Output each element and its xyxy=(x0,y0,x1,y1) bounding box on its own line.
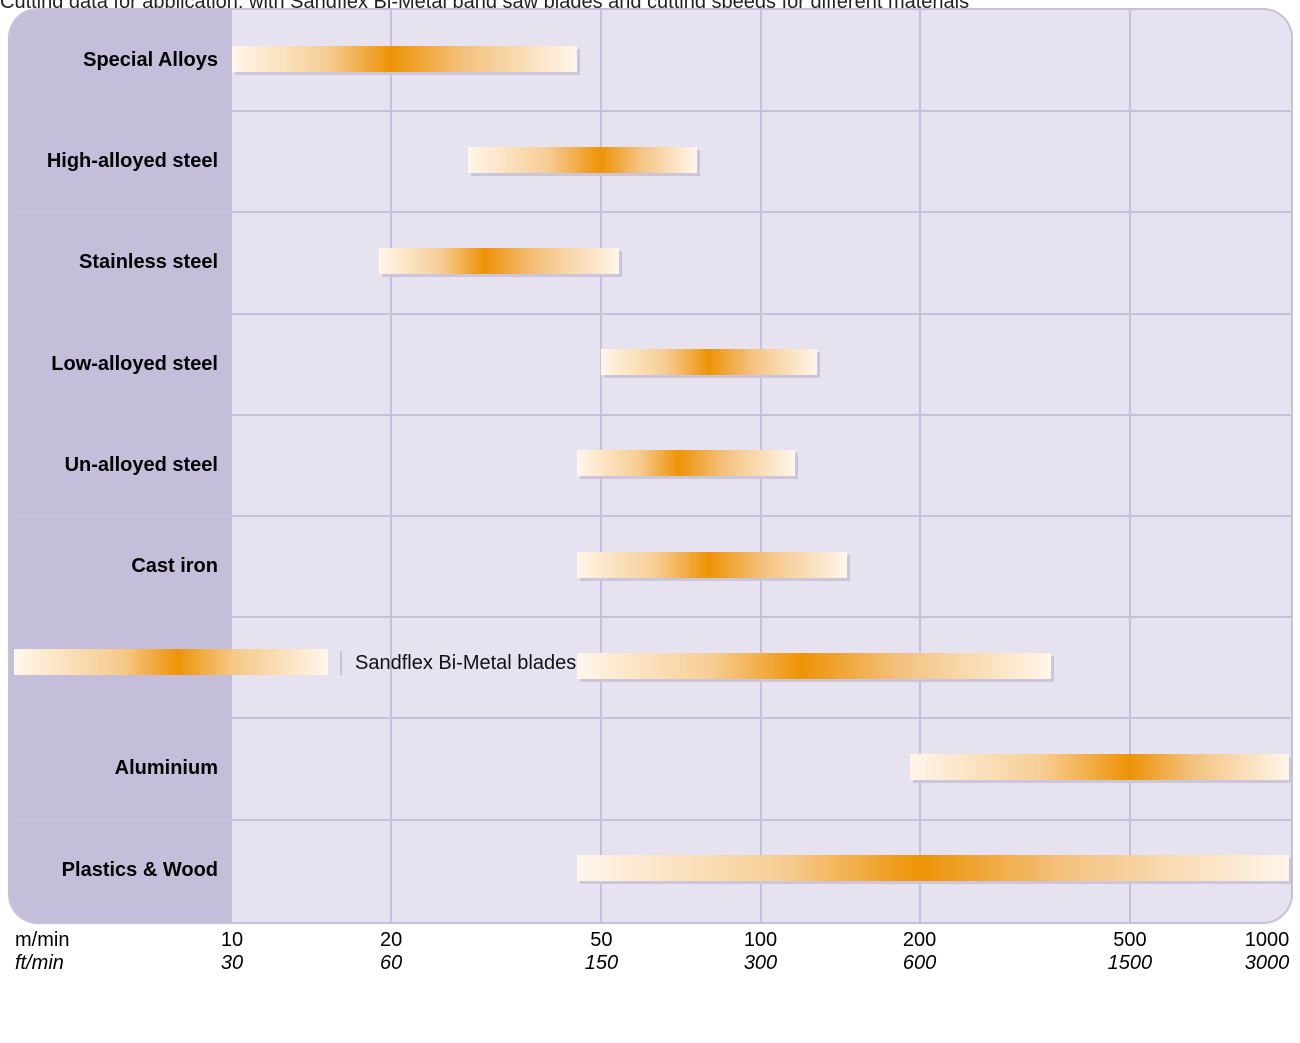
range-bar-special-alloys xyxy=(232,45,578,72)
x-tick-label-ft: 600 xyxy=(902,952,937,974)
category-label-high-alloyed-steel: High-alloyed steel xyxy=(46,150,218,173)
category-label-plastics-and-wood: Plastics & Wood xyxy=(61,858,218,881)
x-unit-primary: m/min xyxy=(15,929,70,951)
category-label-un-alloyed-steel: Un-alloyed steel xyxy=(64,453,218,476)
x-unit-secondary: ft/min xyxy=(15,952,64,974)
range-bar-low-alloyed-steel xyxy=(601,349,818,376)
range-bar-bronze xyxy=(577,652,1052,679)
gridline-horizontal xyxy=(10,515,1291,517)
x-tick-label-ft: 60 xyxy=(379,952,403,974)
gridline-horizontal xyxy=(10,312,1291,315)
x-tick-label-ft: 30 xyxy=(220,952,244,974)
gridline-vertical xyxy=(1128,10,1131,922)
gridline-horizontal xyxy=(10,717,1291,720)
category-label-aluminium: Aluminium xyxy=(114,757,218,780)
legend-separator xyxy=(340,651,342,675)
x-tick-label-ft: 3000 xyxy=(1244,952,1290,974)
legend-swatch xyxy=(14,649,328,675)
category-label-cast-iron: Cast iron xyxy=(131,555,218,578)
category-label-low-alloyed-steel: Low-alloyed steel xyxy=(51,352,218,375)
gridline-horizontal xyxy=(10,110,1291,113)
x-tick-label-ft: 300 xyxy=(743,952,778,974)
x-tick-label-m: 500 xyxy=(1113,929,1147,951)
legend-label: Sandflex Bi-Metal blades xyxy=(355,652,577,674)
x-tick-label-ft: 150 xyxy=(584,952,619,974)
x-tick-label-m: 200 xyxy=(902,929,937,951)
chart-panel: Special Alloys High-alloyed steel Stainles… xyxy=(8,8,1293,924)
x-tick-label-m: 10 xyxy=(220,929,244,951)
category-label-special-alloys: Special Alloys xyxy=(83,49,218,72)
x-tick-label-m: 100 xyxy=(743,929,778,951)
gridline-horizontal xyxy=(10,413,1291,416)
x-tick-label-m: 20 xyxy=(379,929,403,951)
gridline-vertical xyxy=(918,10,921,922)
x-tick-label-m: 50 xyxy=(590,929,613,951)
gridline-horizontal xyxy=(10,616,1291,619)
range-bar-cast-iron xyxy=(577,551,848,578)
range-bar-plastics-and-wood xyxy=(577,855,1289,882)
gridline-vertical xyxy=(390,10,393,922)
category-sidebar xyxy=(10,10,232,922)
range-bar-high-alloyed-steel xyxy=(468,146,698,173)
x-tick-label-m: 1000 xyxy=(1244,929,1290,951)
category-label-stainless-steel: Stainless steel xyxy=(79,251,218,274)
x-tick-label-ft: 1500 xyxy=(1107,952,1153,974)
range-bar-stainless-steel xyxy=(379,248,620,274)
gridline-horizontal xyxy=(10,211,1291,214)
gridline-horizontal xyxy=(10,818,1291,821)
range-bar-un-alloyed-steel xyxy=(577,450,795,477)
range-bar-aluminium xyxy=(910,754,1289,780)
